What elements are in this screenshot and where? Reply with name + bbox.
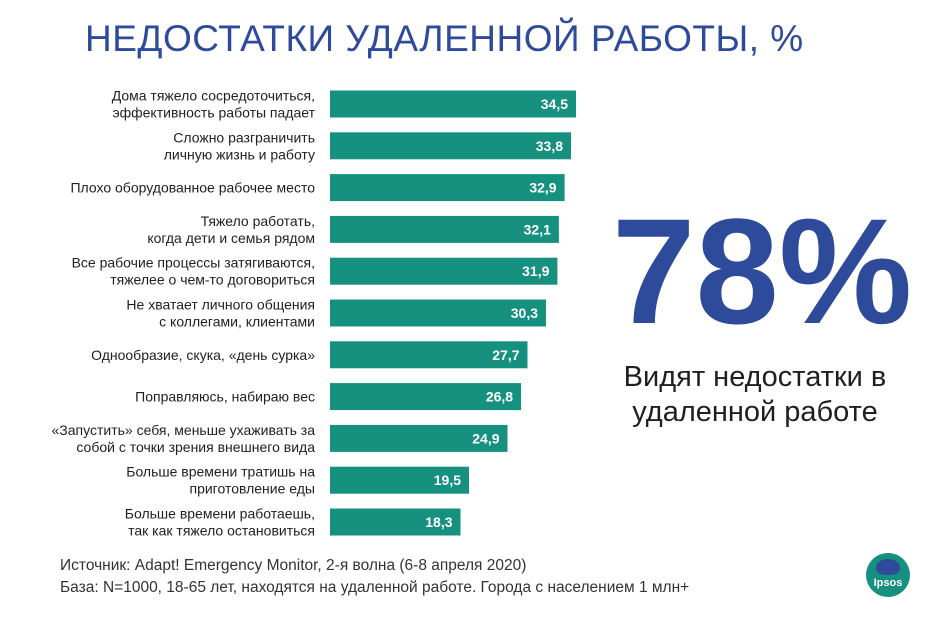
- bar-value-label: 34,5: [541, 96, 568, 112]
- category-label: личную жизнь и работу: [164, 146, 315, 162]
- category-label: собой с точки зрения внешнего вида: [76, 439, 315, 455]
- bar-value-label: 30,3: [511, 305, 538, 321]
- bar-value-label: 27,7: [492, 347, 519, 363]
- headline-percentage: 78%: [612, 187, 913, 355]
- bar-value-label: 31,9: [522, 263, 549, 279]
- category-label: приготовление еды: [189, 481, 315, 497]
- category-label: Тяжело работать,: [201, 213, 315, 229]
- bar: [330, 383, 522, 411]
- logo-text: Ipsos: [873, 577, 903, 589]
- category-label: Не хватает личного общения: [126, 297, 315, 313]
- category-label: с коллегами, клиентами: [159, 314, 315, 330]
- category-label: Поправляюсь, набираю вес: [135, 389, 315, 405]
- bar-value-label: 18,3: [425, 514, 452, 530]
- category-label: когда дети и семья рядом: [147, 230, 315, 246]
- bar-chart: 34,5 Дома тяжело сосредоточиться,эффектив…: [52, 88, 576, 539]
- bar-value-label: 19,5: [434, 472, 461, 488]
- bar: [330, 424, 508, 452]
- category-label: «Запустить» себя, меньше ухаживать за: [52, 422, 316, 438]
- bar: [330, 90, 576, 118]
- bar-value-label: 24,9: [472, 430, 499, 446]
- bar: [330, 174, 565, 202]
- source-line: Источник: Adapt! Emergency Monitor, 2-я …: [60, 557, 527, 574]
- bar-value-label: 26,8: [486, 389, 513, 405]
- logo-swoosh-icon: [876, 559, 900, 575]
- bar: [330, 508, 461, 536]
- category-label: Дома тяжело сосредоточиться,: [112, 88, 315, 104]
- bar: [330, 299, 546, 327]
- base-line: База: N=1000, 18-65 лет, находятся на уд…: [60, 579, 690, 596]
- category-label: Больше времени работаешь,: [125, 506, 315, 522]
- bar: [330, 257, 558, 285]
- category-label: Сложно разграничить: [173, 129, 315, 145]
- headline-caption: Видят недостатки в удаленной работе: [623, 361, 887, 428]
- category-label: Все рабочие процессы затягиваются,: [72, 255, 315, 271]
- ipsos-logo: Ipsos: [866, 553, 910, 597]
- bar-value-label: 32,1: [524, 221, 551, 237]
- category-label: так как тяжело остановиться: [128, 523, 315, 539]
- category-label: Больше времени тратишь на: [126, 464, 315, 480]
- bar: [330, 215, 559, 243]
- category-label: Однообразие, скука, «день сурка»: [91, 347, 315, 363]
- category-label: Плохо оборудованное рабочее место: [70, 180, 315, 196]
- bar: [330, 466, 469, 494]
- category-label: эффективность работы падает: [112, 105, 315, 121]
- chart-title: НЕДОСТАТКИ УДАЛЕННОЙ РАБОТЫ, %: [85, 18, 804, 59]
- bar-value-label: 33,8: [536, 138, 563, 154]
- bar: [330, 132, 571, 160]
- bar-value-label: 32,9: [529, 180, 556, 196]
- bar: [330, 341, 528, 369]
- source-note: Источник: Adapt! Emergency Monitor, 2-я …: [60, 555, 689, 599]
- category-label: тяжелее о чем-то договориться: [110, 272, 315, 288]
